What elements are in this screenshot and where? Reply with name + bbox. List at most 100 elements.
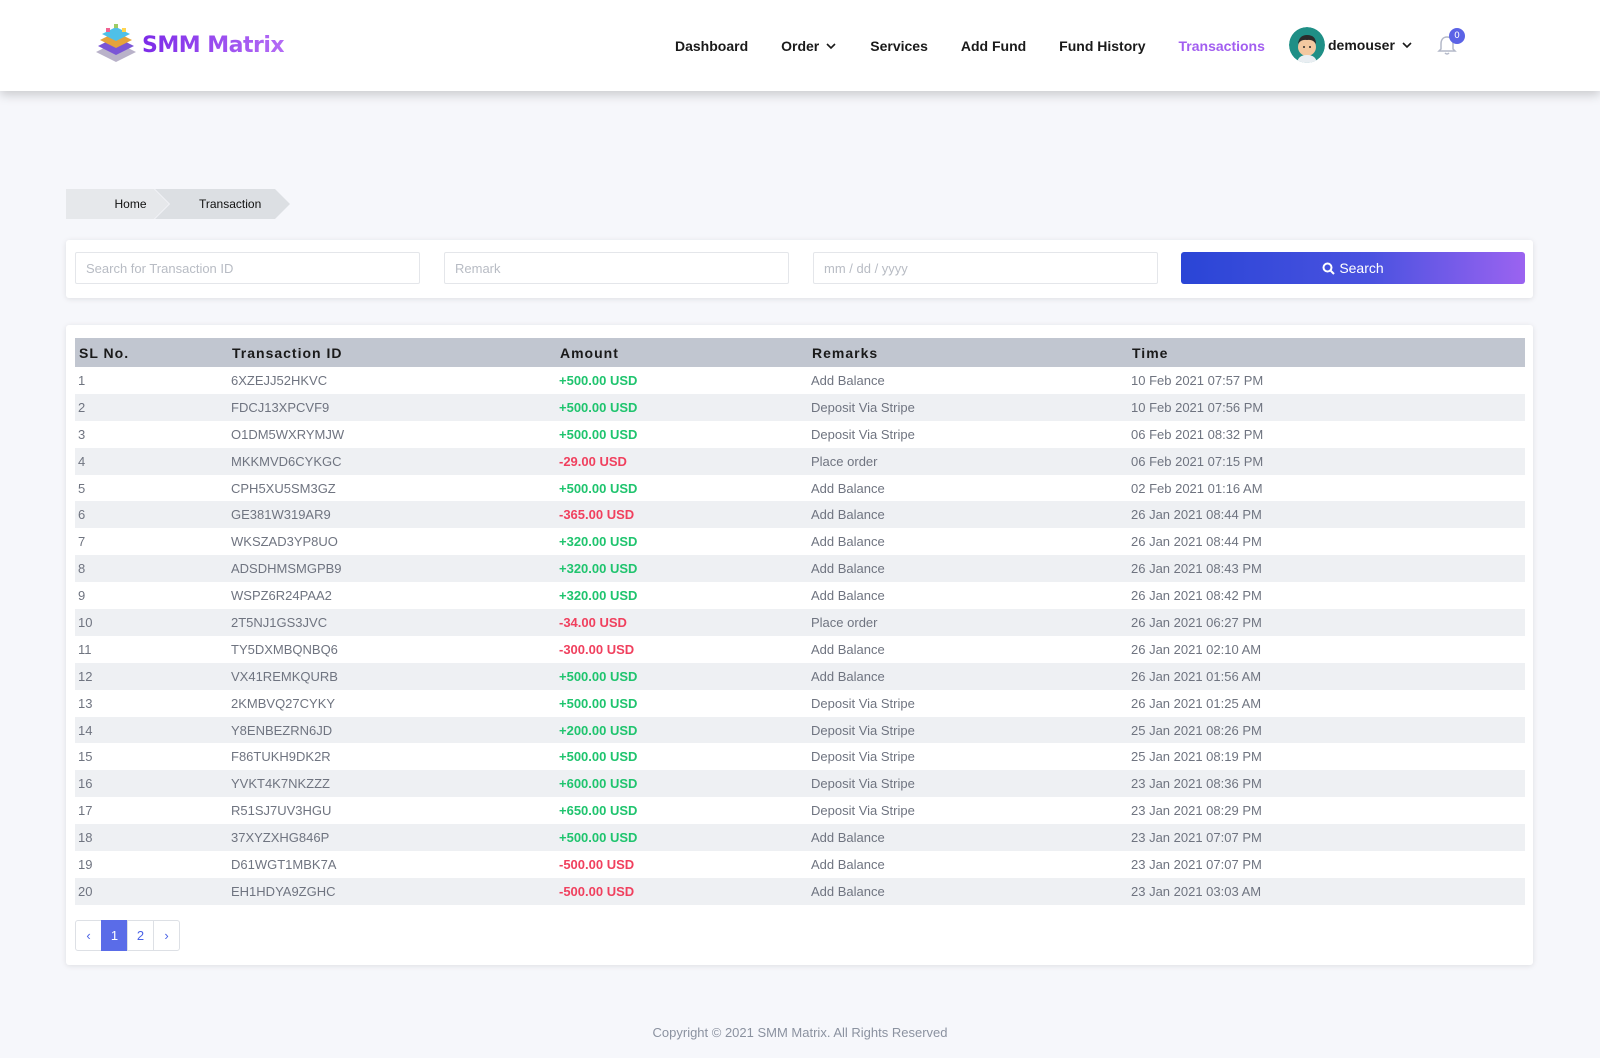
nav-fund-history[interactable]: Fund History [1059, 38, 1145, 54]
cell-remark: Place order [811, 614, 878, 630]
cell-time: 26 Jan 2021 08:44 PM [1131, 507, 1262, 523]
cell-amount: +320.00 USD [559, 561, 638, 577]
cell-amount: +320.00 USD [559, 534, 638, 550]
table-header-row: SL No. Transaction ID Amount Remarks Tim… [75, 338, 1525, 367]
cell-amount: +320.00 USD [559, 588, 638, 604]
table-row: 1 6XZEJJ52HKVC +500.00 USD Add Balance 10 Fe… [75, 367, 1525, 394]
cell-time: 23 Jan 2021 08:29 PM [1131, 803, 1262, 819]
pagination-page-1[interactable]: 1 [101, 920, 128, 951]
cell-remark: Add Balance [811, 480, 885, 496]
nav-add-fund[interactable]: Add Fund [961, 38, 1026, 54]
nav-order-label: Order [781, 37, 820, 54]
chevron-down-icon [826, 42, 836, 49]
table-body: 1 6XZEJJ52HKVC +500.00 USD Add Balance 10 Fe… [75, 367, 1525, 905]
brand-logo[interactable]: SMM Matrix [92, 22, 285, 68]
cell-transaction-id: O1DM5WXRYMJW [231, 426, 345, 442]
cell-amount: +500.00 USD [559, 830, 638, 846]
cell-sl-no: 6 [78, 507, 86, 523]
cell-time: 26 Jan 2021 02:10 AM [1131, 641, 1262, 657]
cell-time: 26 Jan 2021 01:25 AM [1131, 695, 1262, 711]
table-row: 11 TY5DXMBQNBQ6 -300.00 USD Add Balance 26 J… [75, 636, 1525, 663]
cell-amount: -500.00 USD [559, 883, 635, 899]
table-row: 5 CPH5XU5SM3GZ +500.00 USD Add Balance 02 Fe… [75, 475, 1525, 502]
cell-transaction-id: WSPZ6R24PAA2 [231, 588, 332, 604]
cell-transaction-id: TY5DXMBQNBQ6 [231, 641, 338, 657]
cell-transaction-id: D61WGT1MBK7A [231, 856, 337, 872]
cell-time: 02 Feb 2021 01:16 AM [1131, 480, 1263, 496]
cell-amount: -34.00 USD [559, 614, 627, 630]
cell-time: 25 Jan 2021 08:26 PM [1131, 722, 1262, 738]
footer-copyright: Copyright © 2021 SMM Matrix. All Rights … [652, 1025, 948, 1040]
remark-input[interactable] [444, 252, 789, 284]
table-row: 13 2KMBVQ27CYKY +500.00 USD Deposit Via Str… [75, 690, 1525, 717]
cell-sl-no: 5 [78, 480, 86, 496]
cell-amount: +500.00 USD [559, 749, 638, 765]
cell-transaction-id: YVKT4K7NKZZZ [231, 776, 330, 792]
cell-time: 25 Jan 2021 08:19 PM [1131, 749, 1262, 765]
nav-order[interactable]: Order [781, 38, 837, 54]
cell-transaction-id: FDCJ13XPCVF9 [231, 399, 330, 415]
cell-remark: Deposit Via Stripe [811, 399, 915, 415]
cell-time: 26 Jan 2021 08:44 PM [1131, 534, 1262, 550]
table-row: 8 ADSDHMSMGPB9 +320.00 USD Add Balance 26 Ja… [75, 555, 1525, 583]
user-name: demouser [1328, 37, 1395, 53]
cell-sl-no: 1 [78, 372, 86, 388]
pagination-prev[interactable]: ‹ [75, 920, 102, 951]
cell-time: 10 Feb 2021 07:56 PM [1131, 399, 1264, 415]
cell-time: 23 Jan 2021 08:36 PM [1131, 776, 1262, 792]
nav-fund-history-label: Fund History [1059, 37, 1146, 54]
search-button[interactable]: Search [1181, 252, 1525, 284]
cell-transaction-id: F86TUKH9DK2R [231, 749, 331, 765]
nav-dashboard[interactable]: Dashboard [675, 38, 748, 54]
table-row: 6 GE381W319AR9 -365.00 USD Add Balance 26 Ja… [75, 501, 1525, 529]
table-row: 14 Y8ENBEZRN6JD +200.00 USD Deposit Via Str… [75, 716, 1525, 744]
cell-amount: -365.00 USD [559, 507, 635, 523]
logo-icon [96, 24, 136, 62]
table-row: 17 R51SJ7UV3HGU +650.00 USD Deposit Via Str… [75, 797, 1525, 824]
cell-remark: Deposit Via Stripe [811, 803, 915, 819]
cell-transaction-id: EH1HDYA9ZGHC [231, 883, 336, 899]
cell-remark: Deposit Via Stripe [811, 776, 915, 792]
notification-badge: 0 [1449, 28, 1465, 44]
cell-time: 23 Jan 2021 07:07 PM [1131, 856, 1262, 872]
brand-name: SMM Matrix [142, 32, 285, 58]
cell-time: 26 Jan 2021 08:43 PM [1131, 561, 1262, 577]
nav-services[interactable]: Services [870, 38, 928, 54]
search-button-label: Search [1339, 260, 1384, 276]
date-input[interactable] [813, 252, 1158, 284]
cell-amount: +500.00 USD [559, 668, 638, 684]
cell-amount: +500.00 USD [559, 399, 638, 415]
transaction-id-input[interactable] [75, 252, 420, 284]
user-menu[interactable]: demouser [1289, 27, 1413, 63]
table-row: 9 WSPZ6R24PAA2 +320.00 USD Add Balance 26 Ja… [75, 582, 1525, 609]
cell-remark: Deposit Via Stripe [811, 426, 915, 442]
header-remarks: Remarks [812, 344, 879, 361]
cell-time: 23 Jan 2021 07:07 PM [1131, 830, 1262, 846]
table-row: 3 O1DM5WXRYMJW +500.00 USD Deposit Via Stri… [75, 421, 1525, 448]
cell-transaction-id: 2T5NJ1GS3JVC [231, 614, 328, 630]
header-time: Time [1132, 344, 1169, 361]
cell-remark: Deposit Via Stripe [811, 722, 915, 738]
pagination: ‹ 1 2 › [75, 920, 180, 951]
cell-remark: Place order [811, 453, 878, 469]
breadcrumb-home[interactable]: Home [66, 189, 169, 219]
cell-amount: +500.00 USD [559, 480, 638, 496]
cell-sl-no: 18 [78, 830, 93, 846]
cell-transaction-id: VX41REMKQURB [231, 668, 338, 684]
chevron-down-icon [1402, 42, 1412, 49]
cell-sl-no: 12 [78, 668, 93, 684]
pagination-next[interactable]: › [153, 920, 180, 951]
cell-remark: Add Balance [811, 856, 885, 872]
search-filter-card: Search [66, 240, 1533, 298]
cell-amount: +500.00 USD [559, 372, 638, 388]
cell-remark: Add Balance [811, 668, 885, 684]
pagination-page-2[interactable]: 2 [127, 920, 154, 951]
cell-remark: Add Balance [811, 830, 885, 846]
nav-transactions[interactable]: Transactions [1179, 38, 1265, 54]
cell-sl-no: 13 [78, 695, 93, 711]
cell-sl-no: 7 [78, 534, 86, 550]
cell-remark: Add Balance [811, 507, 885, 523]
table-row: 20 EH1HDYA9ZGHC -500.00 USD Add Balance 23 J… [75, 877, 1525, 905]
cell-sl-no: 8 [78, 561, 86, 577]
cell-sl-no: 15 [78, 749, 93, 765]
